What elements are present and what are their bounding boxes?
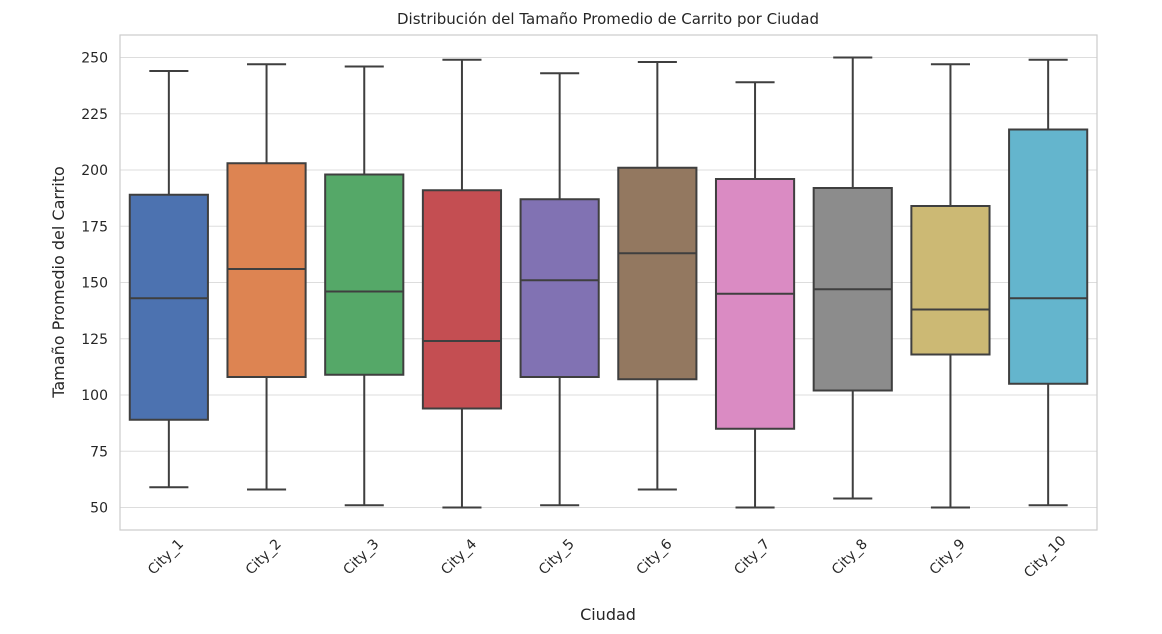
- box-City_7: [714, 81, 796, 509]
- y-tick-label-50: 50: [90, 501, 108, 517]
- box-City_1: [128, 70, 209, 489]
- x-tick-label-City_1: City_1: [145, 536, 187, 578]
- box-City_10: [1008, 58, 1089, 507]
- y-tick-label-250: 250: [81, 51, 108, 67]
- x-tick-label-City_3: City_3: [340, 536, 382, 578]
- x-tick-label-City_10: City_10: [1021, 533, 1069, 581]
- iqr-box: [519, 198, 600, 378]
- box-City_2: [226, 63, 307, 491]
- y-tick-label-200: 200: [81, 163, 108, 179]
- iqr-box: [1008, 128, 1089, 385]
- plot-frame: [119, 34, 1098, 531]
- y-tick-label-75: 75: [90, 444, 108, 460]
- x-tick-label-City_7: City_7: [731, 536, 773, 578]
- iqr-box: [421, 189, 503, 410]
- x-tick-label-City_9: City_9: [927, 536, 969, 578]
- y-tick-label-225: 225: [81, 107, 108, 123]
- chart-title: Distribución del Tamaño Promedio de Carr…: [397, 10, 819, 28]
- x-tick-label-City_6: City_6: [634, 536, 676, 578]
- x-tick-label-City_5: City_5: [536, 536, 578, 578]
- iqr-box: [617, 166, 698, 381]
- y-tick-label-125: 125: [81, 332, 108, 348]
- box-City_4: [421, 58, 503, 509]
- box-City_6: [617, 61, 698, 491]
- box-City_9: [910, 63, 991, 509]
- y-tick-label-100: 100: [81, 388, 108, 404]
- y-tick-label-175: 175: [81, 219, 108, 235]
- y-axis-label: Tamaño Promedio del Carrito: [49, 166, 68, 399]
- x-axis-ticks: City_1 City_2 City_3 City_4 City_5 City_6 City…: [145, 533, 1069, 581]
- y-tick-label-150: 150: [81, 276, 108, 292]
- iqr-box: [128, 193, 209, 421]
- y-axis-ticks: 50 75 100 125 150 175 200 225 250: [81, 51, 108, 517]
- x-tick-label-City_4: City_4: [438, 536, 480, 578]
- box-City_5: [519, 72, 600, 507]
- iqr-box: [714, 178, 796, 430]
- x-tick-label-City_8: City_8: [829, 536, 871, 578]
- boxes: [128, 56, 1089, 509]
- iqr-box: [324, 173, 405, 376]
- x-tick-label-City_2: City_2: [243, 536, 285, 578]
- iqr-box: [226, 162, 307, 378]
- x-axis-label: Ciudad: [580, 605, 636, 624]
- iqr-box: [910, 205, 991, 356]
- box-City_8: [812, 56, 893, 500]
- box-City_3: [324, 65, 405, 507]
